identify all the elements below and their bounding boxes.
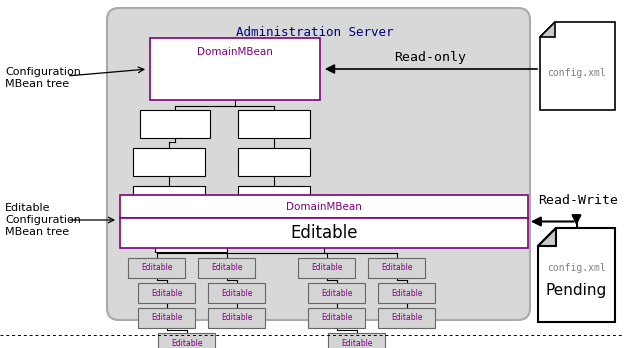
Text: Administration Server: Administration Server: [236, 26, 394, 39]
Bar: [120, 218, 528, 248]
Bar: [328, 333, 385, 348]
Text: Editable: Editable: [141, 263, 172, 272]
Bar: [140, 110, 210, 138]
Polygon shape: [538, 228, 556, 246]
Text: Read-Write: Read-Write: [538, 193, 618, 206]
Bar: [308, 283, 365, 303]
Polygon shape: [540, 22, 615, 110]
Bar: [308, 308, 365, 328]
FancyBboxPatch shape: [107, 8, 530, 320]
Bar: [128, 258, 185, 278]
Bar: [150, 38, 320, 100]
Text: Editable
Configuration
MBean tree: Editable Configuration MBean tree: [5, 203, 81, 237]
Bar: [368, 258, 425, 278]
Text: Editable: Editable: [321, 288, 353, 298]
Text: config.xml: config.xml: [547, 263, 605, 273]
Text: Editable: Editable: [391, 314, 422, 323]
Text: Editable: Editable: [151, 288, 182, 298]
Text: Editable: Editable: [321, 314, 353, 323]
Bar: [155, 224, 227, 252]
Bar: [238, 148, 310, 176]
Text: Editable: Editable: [221, 314, 252, 323]
Bar: [198, 258, 255, 278]
Text: Configuration
MBean tree: Configuration MBean tree: [5, 67, 81, 89]
Text: DomainMBean: DomainMBean: [286, 201, 362, 212]
Text: Read-only: Read-only: [394, 50, 466, 63]
Bar: [208, 308, 265, 328]
Text: Editable: Editable: [221, 288, 252, 298]
Text: Editable: Editable: [171, 339, 202, 348]
Bar: [378, 283, 435, 303]
Text: Pending: Pending: [545, 283, 607, 298]
Text: Editable: Editable: [391, 288, 422, 298]
Bar: [133, 186, 205, 214]
Bar: [138, 283, 195, 303]
Bar: [208, 283, 265, 303]
Text: Editable: Editable: [381, 263, 412, 272]
Text: Editable: Editable: [341, 339, 373, 348]
Bar: [120, 195, 528, 218]
Bar: [158, 333, 215, 348]
Text: Editable: Editable: [211, 263, 242, 272]
Text: DomainMBean: DomainMBean: [197, 47, 273, 57]
Text: Editable: Editable: [290, 224, 358, 242]
Polygon shape: [538, 228, 615, 322]
Polygon shape: [540, 22, 555, 37]
Bar: [238, 186, 310, 214]
Bar: [138, 308, 195, 328]
Bar: [133, 148, 205, 176]
Bar: [378, 308, 435, 328]
Text: config.xml: config.xml: [548, 68, 607, 78]
Text: Editable: Editable: [151, 314, 182, 323]
Bar: [238, 110, 310, 138]
Bar: [298, 258, 355, 278]
Text: Editable: Editable: [311, 263, 342, 272]
